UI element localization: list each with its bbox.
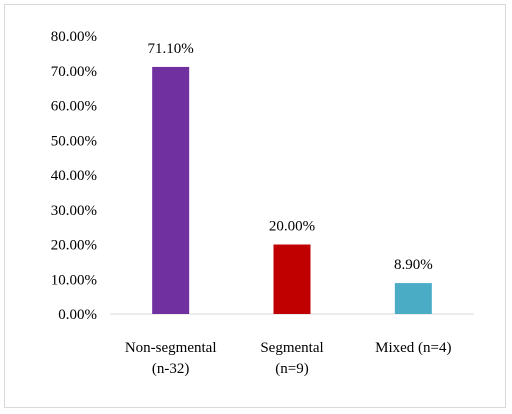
bar	[273, 244, 311, 314]
y-tick-label: 50.00%	[51, 133, 97, 149]
y-tick-label: 30.00%	[51, 203, 97, 219]
bar	[394, 283, 432, 314]
category-label: (n=9)	[275, 361, 308, 377]
y-tick-label: 60.00%	[51, 99, 97, 115]
y-tick-label: 80.00%	[51, 29, 97, 45]
data-label: 8.90%	[394, 257, 433, 273]
y-tick-label: 0.00%	[58, 307, 97, 323]
y-tick-label: 20.00%	[51, 238, 97, 254]
y-tick-label: 70.00%	[51, 64, 97, 80]
category-label: Segmental	[260, 340, 323, 356]
category-label: Mixed (n=4)	[375, 340, 451, 356]
y-tick-label: 10.00%	[51, 272, 97, 288]
category-label: Non-segmental	[125, 340, 217, 356]
y-tick-label: 40.00%	[51, 168, 97, 184]
data-label: 71.10%	[148, 41, 194, 57]
category-label: (n-32)	[152, 361, 190, 377]
bar	[152, 66, 190, 315]
chart-frame	[4, 4, 506, 408]
data-label: 20.00%	[269, 219, 315, 235]
